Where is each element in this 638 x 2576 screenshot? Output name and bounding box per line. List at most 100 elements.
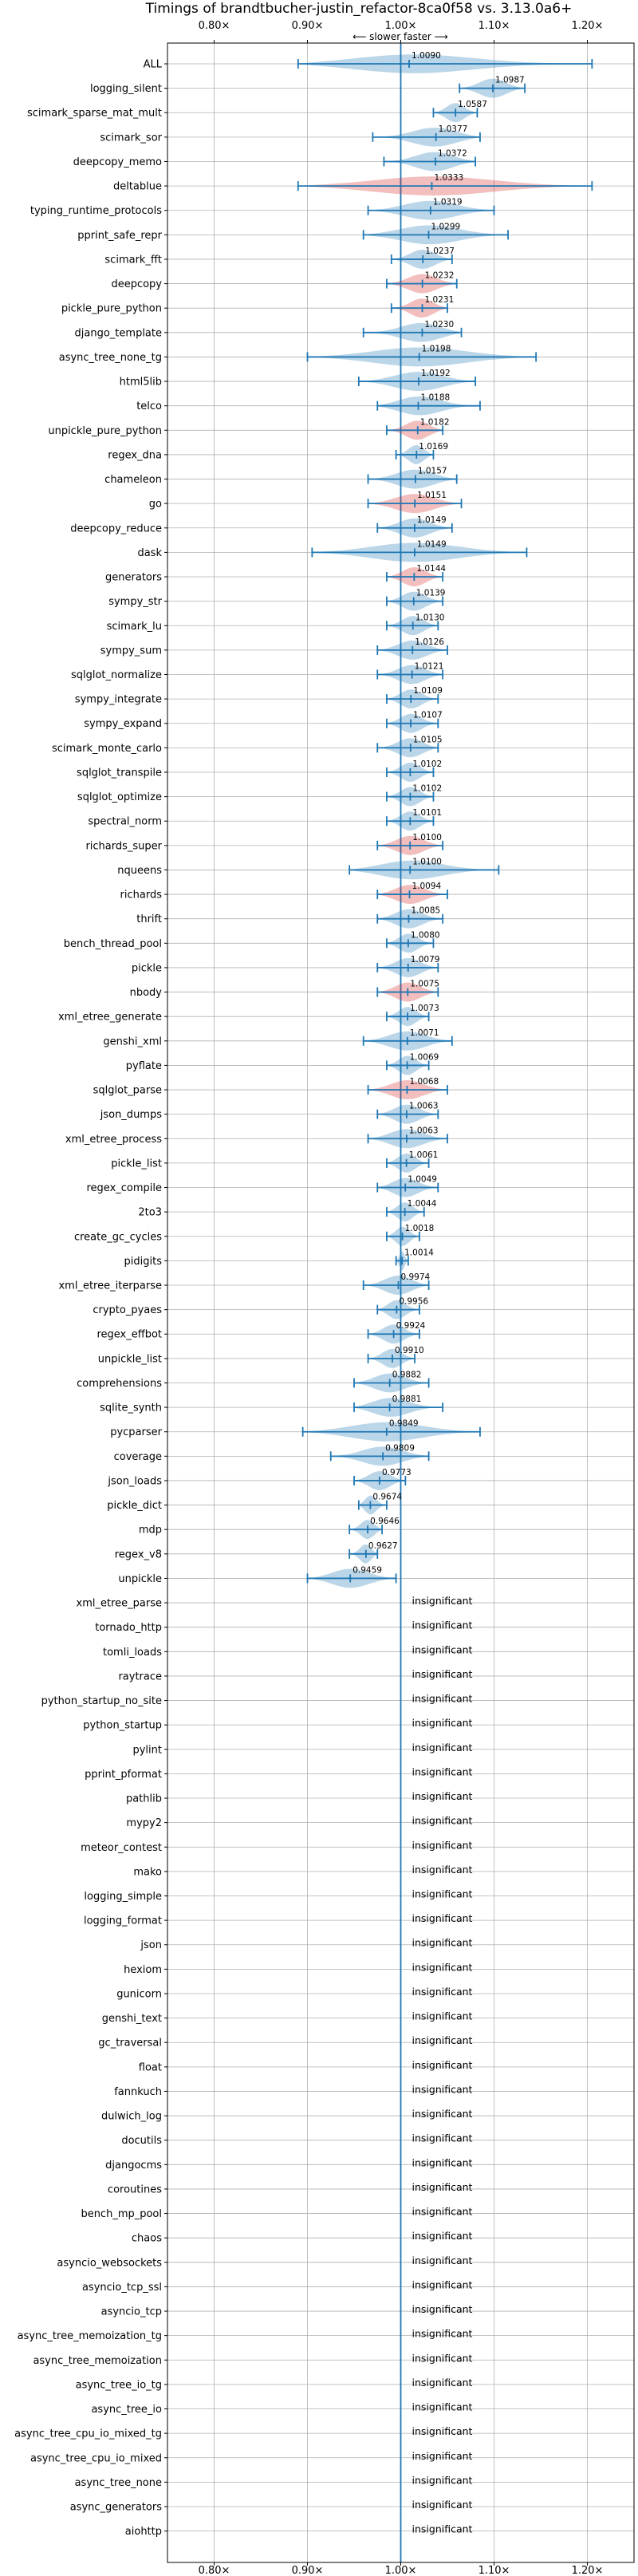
category-label: generators bbox=[105, 572, 162, 584]
category-label: django_template bbox=[75, 327, 162, 339]
category-label: sympy_sum bbox=[100, 645, 162, 657]
insignificant-label: insignificant bbox=[412, 2083, 473, 2095]
category-label: sympy_expand bbox=[84, 718, 162, 730]
category-label: regex_effbot bbox=[96, 1329, 162, 1341]
value-label: 1.0101 bbox=[412, 808, 442, 818]
value-label: 1.0232 bbox=[425, 271, 455, 281]
category-label: html5lib bbox=[120, 377, 162, 389]
value-label: 0.9974 bbox=[400, 1272, 430, 1282]
value-label: 1.0049 bbox=[408, 1175, 437, 1185]
category-label: docutils bbox=[121, 2135, 162, 2147]
value-label: 0.9627 bbox=[368, 1541, 398, 1551]
value-label: 1.0149 bbox=[417, 539, 447, 549]
category-label: telco bbox=[136, 400, 162, 412]
chart-title: Timings of brandtbucher-justin_refactor-… bbox=[145, 1, 573, 17]
value-label: 1.0987 bbox=[495, 76, 525, 85]
insignificant-label: insignificant bbox=[412, 1790, 473, 1802]
category-label: pickle_pure_python bbox=[61, 303, 162, 315]
x-tick-label-top: 1.20× bbox=[572, 20, 604, 32]
value-label: 0.9646 bbox=[370, 1517, 400, 1526]
category-label: async_tree_memoization_tg bbox=[18, 2330, 162, 2342]
insignificant-label: insignificant bbox=[412, 2181, 473, 2193]
category-label: sqlglot_transpile bbox=[77, 767, 162, 779]
value-label: 1.0085 bbox=[411, 906, 440, 916]
category-label: chameleon bbox=[104, 474, 162, 486]
insignificant-label: insignificant bbox=[412, 2059, 473, 2071]
value-label: 1.0018 bbox=[405, 1224, 435, 1233]
insignificant-label: insignificant bbox=[412, 1693, 473, 1705]
insignificant-label: insignificant bbox=[412, 2010, 473, 2022]
value-label: 0.9910 bbox=[395, 1346, 424, 1355]
insignificant-label: insignificant bbox=[412, 2034, 473, 2046]
value-label: 1.0069 bbox=[410, 1052, 439, 1062]
value-label: 1.0061 bbox=[409, 1150, 439, 1160]
insignificant-label: insignificant bbox=[412, 1742, 473, 1753]
insignificant-label: insignificant bbox=[412, 1888, 473, 1900]
category-label: gunicorn bbox=[116, 1988, 162, 2000]
x-tick-label-top: 1.10× bbox=[478, 20, 510, 32]
category-label: sqlglot_optimize bbox=[77, 791, 162, 803]
insignificant-label: insignificant bbox=[412, 1937, 473, 1949]
value-label: 0.9809 bbox=[385, 1443, 415, 1453]
category-label: spectral_norm bbox=[88, 816, 162, 828]
value-label: 1.0109 bbox=[413, 686, 443, 696]
value-label: 1.0144 bbox=[416, 564, 446, 574]
category-label: ALL bbox=[144, 59, 163, 71]
value-label: 1.0182 bbox=[420, 417, 450, 427]
value-label: 1.0071 bbox=[410, 1028, 439, 1038]
insignificant-label: insignificant bbox=[412, 2352, 473, 2364]
category-label: go bbox=[149, 499, 162, 511]
insignificant-label: insignificant bbox=[412, 2377, 473, 2389]
category-label: async_tree_io_tg bbox=[76, 2379, 162, 2391]
category-label: json_loads bbox=[107, 1475, 162, 1487]
x-tick-label-top: 0.90× bbox=[292, 20, 324, 32]
category-label: pyflate bbox=[126, 1060, 162, 1072]
category-label: nbody bbox=[130, 987, 163, 999]
category-label: json bbox=[140, 1939, 162, 1951]
category-label: meteor_contest bbox=[81, 1842, 162, 1854]
insignificant-label: insignificant bbox=[412, 1765, 473, 1777]
category-label: logging_simple bbox=[84, 1891, 162, 1903]
category-label: pylint bbox=[132, 1744, 162, 1756]
x-tick-label-top: 1.00× bbox=[385, 20, 417, 32]
insignificant-label: insignificant bbox=[412, 1864, 473, 1876]
category-label: pathlib bbox=[126, 1793, 162, 1805]
insignificant-label: insignificant bbox=[412, 1717, 473, 1729]
category-label: async_tree_memoization bbox=[33, 2355, 162, 2367]
category-label: async_tree_none_tg bbox=[59, 352, 162, 364]
category-label: tornado_http bbox=[95, 1622, 162, 1634]
insignificant-label: insignificant bbox=[412, 1815, 473, 1827]
value-label: 1.0126 bbox=[415, 637, 444, 647]
category-label: typing_runtime_protocols bbox=[30, 205, 162, 217]
value-label: 1.0102 bbox=[412, 784, 442, 794]
value-label: 1.0068 bbox=[409, 1077, 439, 1087]
insignificant-label: insignificant bbox=[412, 2425, 473, 2437]
category-label: scimark_sor bbox=[100, 132, 162, 144]
category-label: bench_mp_pool bbox=[81, 2208, 162, 2220]
category-label: dask bbox=[137, 547, 162, 559]
category-label: pidigits bbox=[124, 1256, 163, 1268]
category-label: pycparser bbox=[110, 1426, 162, 1438]
category-label: coverage bbox=[114, 1451, 162, 1463]
insignificant-label: insignificant bbox=[412, 2474, 473, 2486]
insignificant-label: insignificant bbox=[412, 1961, 473, 1973]
category-label: pickle_list bbox=[111, 1158, 162, 1170]
category-label: scimark_monte_carlo bbox=[52, 743, 162, 755]
category-label: thrift bbox=[136, 913, 162, 925]
category-label: comprehensions bbox=[77, 1378, 162, 1390]
x-tick-label-top: 0.80× bbox=[199, 20, 230, 32]
insignificant-label: insignificant bbox=[412, 2254, 473, 2266]
insignificant-label: insignificant bbox=[412, 2108, 473, 2120]
insignificant-label: insignificant bbox=[412, 1643, 473, 1655]
value-label: 1.0107 bbox=[413, 711, 443, 720]
category-label: djangocms bbox=[105, 2160, 162, 2172]
category-label: unpickle bbox=[118, 1573, 162, 1585]
value-label: 1.0102 bbox=[412, 759, 442, 769]
category-label: dulwich_log bbox=[101, 2111, 162, 2123]
value-label: 1.0094 bbox=[412, 882, 441, 891]
value-label: 1.0105 bbox=[413, 735, 443, 744]
category-label: deltablue bbox=[113, 181, 162, 193]
category-label: sqlite_synth bbox=[100, 1402, 162, 1414]
direction-label: ⟵ slower faster ⟶ bbox=[352, 31, 448, 42]
category-label: async_tree_io bbox=[91, 2404, 162, 2416]
